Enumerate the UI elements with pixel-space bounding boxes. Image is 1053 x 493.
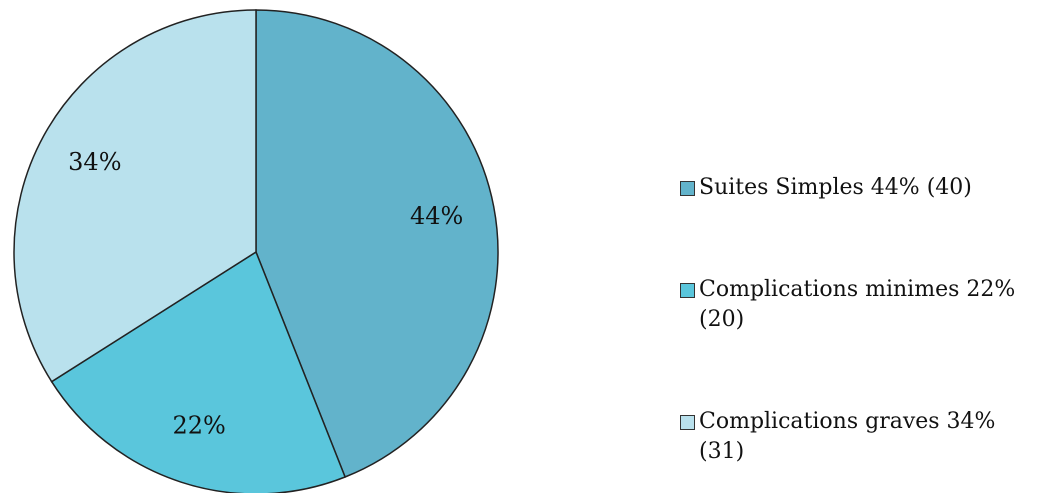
legend-item: Suites Simples 44% (40)	[680, 173, 1040, 203]
legend-swatch	[680, 283, 695, 298]
data-label: 44%	[410, 202, 463, 230]
legend-swatch	[680, 181, 695, 196]
data-label: 34%	[68, 148, 121, 176]
data-label: 22%	[172, 411, 225, 439]
pie-slice	[13, 9, 257, 383]
legend-label: Complications graves 34% (31)	[699, 409, 996, 464]
legend-item: Complications minimes 22% (20)	[680, 275, 1040, 335]
legend-label: Complications minimes 22% (20)	[699, 277, 1016, 332]
pie-slice	[255, 9, 499, 478]
legend-swatch	[680, 415, 695, 430]
legend-item: Complications graves 34% (31)	[680, 407, 1040, 467]
pie-area: 44% 22% 34%	[13, 9, 499, 493]
legend: Suites Simples 44% (40) Complications min…	[680, 173, 1040, 467]
legend-label: Suites Simples 44% (40)	[699, 175, 972, 200]
pie-slice	[50, 250, 347, 493]
